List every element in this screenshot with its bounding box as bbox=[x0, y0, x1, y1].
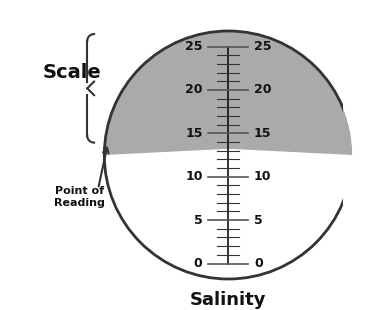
Text: Scale: Scale bbox=[42, 63, 101, 82]
Text: 10: 10 bbox=[185, 170, 203, 183]
Text: Point of
Reading: Point of Reading bbox=[54, 186, 105, 208]
Text: 10: 10 bbox=[254, 170, 271, 183]
Text: 15: 15 bbox=[185, 127, 203, 140]
Text: 25: 25 bbox=[185, 40, 203, 53]
Text: 0: 0 bbox=[254, 257, 263, 270]
Text: 20: 20 bbox=[254, 83, 271, 96]
Text: 0: 0 bbox=[194, 257, 203, 270]
Text: 20: 20 bbox=[185, 83, 203, 96]
Circle shape bbox=[104, 31, 352, 279]
Text: 5: 5 bbox=[254, 214, 263, 227]
Text: 5: 5 bbox=[194, 214, 203, 227]
Text: 15: 15 bbox=[254, 127, 271, 140]
Text: Salinity: Salinity bbox=[190, 291, 267, 309]
Polygon shape bbox=[104, 31, 352, 155]
Text: 25: 25 bbox=[254, 40, 271, 53]
